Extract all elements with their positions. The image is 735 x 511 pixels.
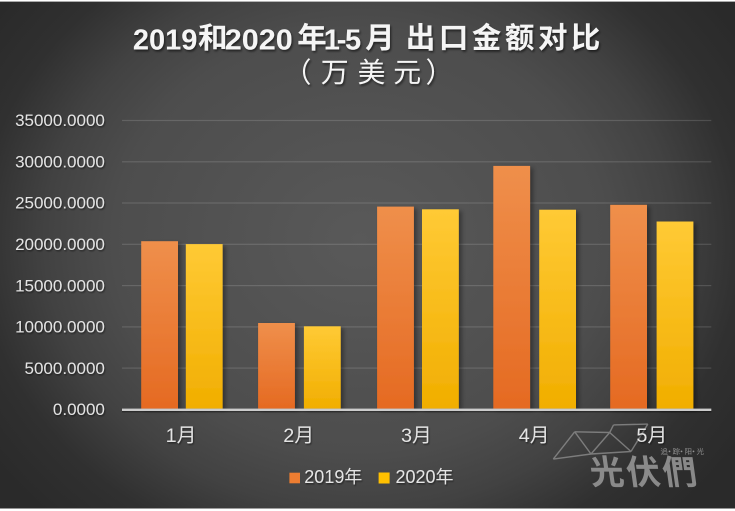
svg-text:2020: 2020 bbox=[396, 467, 436, 487]
svg-text:5: 5 bbox=[636, 425, 647, 447]
svg-text:30000.0000: 30000.0000 bbox=[15, 153, 105, 172]
svg-text:2019: 2019 bbox=[304, 467, 344, 487]
svg-text:5000.0000: 5000.0000 bbox=[25, 359, 105, 378]
svg-text:5: 5 bbox=[345, 24, 361, 56]
svg-text:35000.0000: 35000.0000 bbox=[15, 111, 105, 130]
svg-text:20000.0000: 20000.0000 bbox=[15, 235, 105, 254]
svg-text:2: 2 bbox=[283, 425, 294, 447]
svg-text:2020: 2020 bbox=[225, 24, 293, 56]
svg-text:0.0000: 0.0000 bbox=[53, 400, 105, 419]
svg-text:10000.0000: 10000.0000 bbox=[15, 318, 105, 337]
svg-text:3: 3 bbox=[401, 425, 412, 447]
svg-text:15000.0000: 15000.0000 bbox=[15, 276, 105, 295]
svg-text:1: 1 bbox=[324, 24, 340, 56]
svg-text:-: - bbox=[337, 24, 347, 56]
svg-text:4: 4 bbox=[519, 425, 530, 447]
svg-text:25000.0000: 25000.0000 bbox=[15, 194, 105, 213]
svg-text:2019: 2019 bbox=[133, 24, 198, 56]
svg-text:1: 1 bbox=[166, 425, 177, 447]
